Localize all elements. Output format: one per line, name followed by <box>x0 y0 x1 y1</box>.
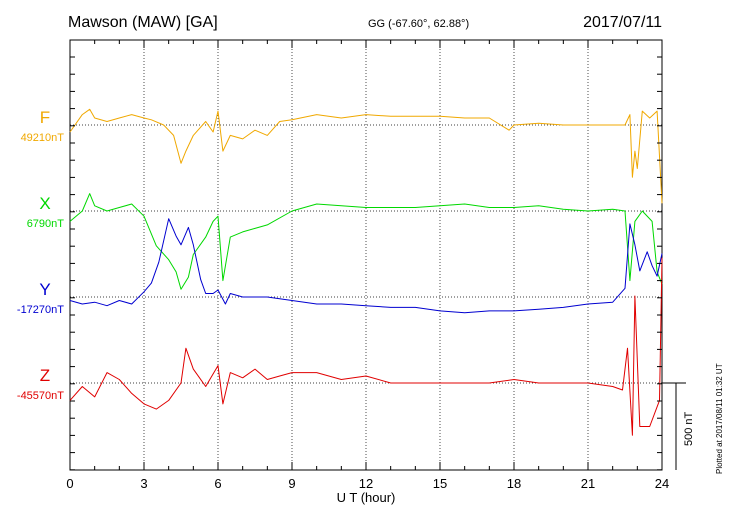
series-baseline-x: 6790nT <box>27 218 65 230</box>
x-tick-label: 21 <box>581 476 595 491</box>
series-name-y: Y <box>39 280 50 299</box>
plot-frame <box>69 39 663 471</box>
x-tick-label: 0 <box>66 476 73 491</box>
series-name-f: F <box>40 108 50 127</box>
series-line-z <box>69 257 663 436</box>
x-tick-label: 15 <box>433 476 447 491</box>
x-tick-label: 6 <box>214 476 221 491</box>
series-name-x: X <box>39 194 50 213</box>
series-baseline-z: -45570nT <box>17 390 64 402</box>
x-tick-label: 3 <box>140 476 147 491</box>
series-baseline-f: 49210nT <box>21 132 65 144</box>
x-tick-label: 24 <box>655 476 669 491</box>
x-tick-label: 9 <box>288 476 295 491</box>
x-tick-label: 18 <box>507 476 521 491</box>
station-title: Mawson (MAW) [GA] <box>68 14 218 31</box>
series-name-z: Z <box>40 366 50 385</box>
series-line-x <box>69 193 663 290</box>
series-line-f <box>69 108 663 204</box>
series-line-y <box>69 218 663 314</box>
series-labels: F 49210nT X 6790nT Y -17270nT Z -45570nT <box>17 108 64 402</box>
x-axis-ticks: 0 3 6 9 12 15 18 21 24 <box>66 40 669 491</box>
x-tick-label: 12 <box>359 476 373 491</box>
grid <box>70 40 662 470</box>
scale-bar: 500 nT <box>662 382 695 470</box>
series-lines <box>69 108 663 436</box>
plotted-timestamp: Plotted at 2017/08/11 01:32 UT <box>715 363 724 474</box>
x-axis-label: U T (hour) <box>337 490 396 505</box>
scale-bar-label: 500 nT <box>683 411 695 446</box>
coordinates-label: GG (-67.60°, 62.88°) <box>368 18 469 30</box>
date-label: 2017/07/11 <box>583 14 662 31</box>
series-baseline-y: -17270nT <box>17 304 64 316</box>
